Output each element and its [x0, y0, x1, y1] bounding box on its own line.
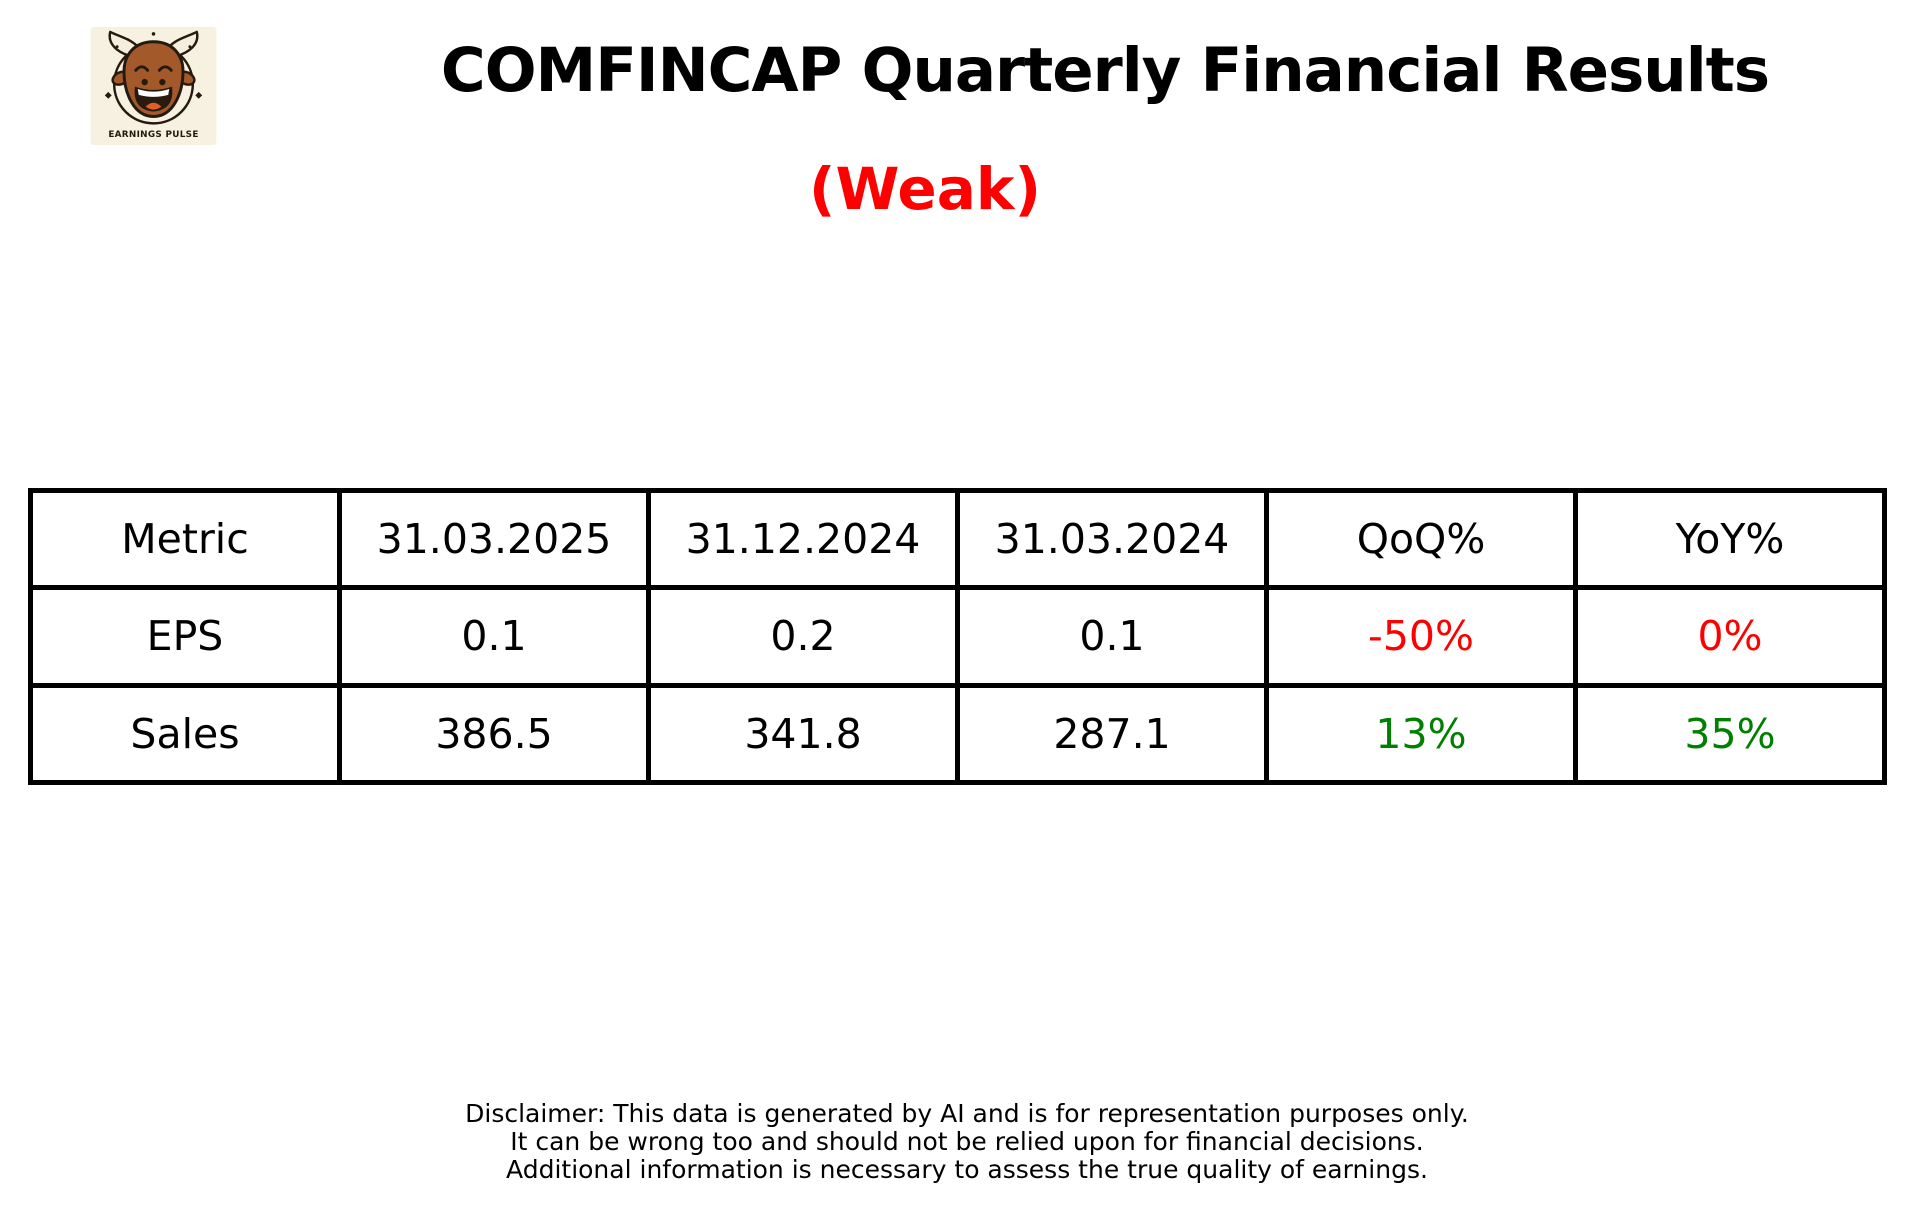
- eps-yoy-cell: 0%: [1578, 590, 1882, 683]
- table-header-q-current: 31.03.2025: [342, 493, 646, 586]
- financial-results-table: Metric 31.03.2025 31.12.2024 31.03.2024 …: [28, 488, 1887, 785]
- eps-metric-cell: EPS: [33, 590, 337, 683]
- sales-q-yearago-cell: 287.1: [960, 687, 1264, 780]
- sales-q-current-cell: 386.5: [342, 687, 646, 780]
- sales-metric-cell: Sales: [33, 687, 337, 780]
- table-header-yoy: YoY%: [1578, 493, 1882, 586]
- eps-q-current-cell: 0.1: [342, 590, 646, 683]
- disclaimer: Disclaimer: This data is generated by AI…: [465, 1100, 1469, 1184]
- logo-brand-text: EARNINGS PULSE: [108, 130, 198, 140]
- disclaimer-line-2: It can be wrong too and should not be re…: [510, 1127, 1424, 1156]
- eps-q-previous-cell: 0.2: [651, 590, 955, 683]
- eps-qoq-cell: -50%: [1269, 590, 1573, 683]
- table-header-metric: Metric: [33, 493, 337, 586]
- disclaimer-line-1: Disclaimer: This data is generated by AI…: [465, 1099, 1469, 1128]
- verdict-label: (Weak): [809, 155, 1041, 223]
- disclaimer-line-3: Additional information is necessary to a…: [506, 1155, 1428, 1184]
- sales-yoy-cell: 35%: [1578, 687, 1882, 780]
- eps-q-yearago-cell: 0.1: [960, 590, 1264, 683]
- sales-qoq-cell: 13%: [1269, 687, 1573, 780]
- table-header-qoq: QoQ%: [1269, 493, 1573, 586]
- sales-q-previous-cell: 341.8: [651, 687, 955, 780]
- table-header-q-previous: 31.12.2024: [651, 493, 955, 586]
- table-header-q-yearago: 31.03.2024: [960, 493, 1264, 586]
- page-title: COMFINCAP Quarterly Financial Results: [440, 35, 1770, 106]
- bull-logo-icon: EARNINGS PULSE: [90, 27, 217, 145]
- earnings-pulse-logo: EARNINGS PULSE: [90, 27, 217, 145]
